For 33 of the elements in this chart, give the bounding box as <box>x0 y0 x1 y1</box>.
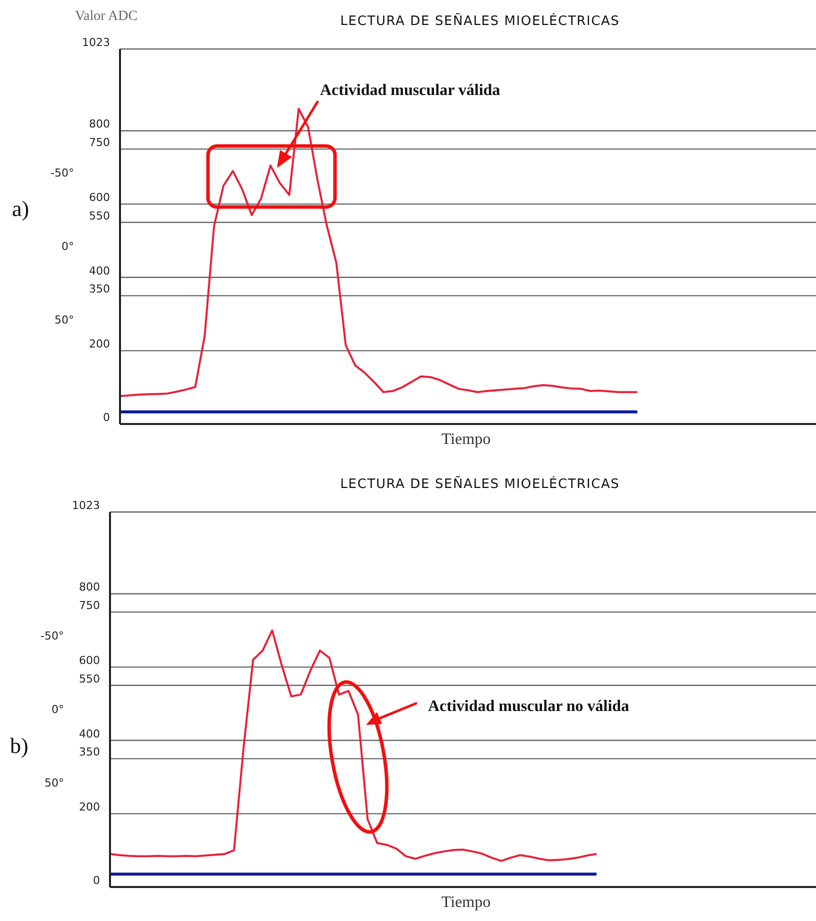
y-tick-label: 800 <box>89 118 110 131</box>
annotation: Actividad muscular válida <box>320 82 500 99</box>
y-tick-label: 550 <box>89 209 110 222</box>
y2-tick-label: 50° <box>54 313 74 326</box>
y-tick-label: 750 <box>89 136 110 149</box>
y-tick-label: 1023 <box>82 36 110 49</box>
y2-tick-label: 0° <box>52 702 64 716</box>
y2-tick-label: -50° <box>40 629 64 642</box>
y-axis-title: Valor ADC <box>75 9 138 24</box>
y-tick-label: 400 <box>79 727 100 740</box>
text: b) <box>10 733 28 758</box>
y-tick-label: 0 <box>93 874 100 887</box>
y-tick-label: 1023 <box>72 498 100 512</box>
x-axis-title: Tiempo <box>441 431 491 448</box>
y-tick-label: 750 <box>79 598 100 612</box>
y-tick-label: 800 <box>79 580 100 594</box>
text: a) <box>12 196 30 221</box>
x-axis-title: Tiempo <box>441 894 491 911</box>
y-tick-label: 350 <box>79 746 100 759</box>
y2-tick-label: -50° <box>50 166 74 180</box>
y-tick-label: 400 <box>89 264 110 278</box>
y-tick-label: 200 <box>89 338 110 351</box>
chart-title: LECTURA DE SEÑALES MIOELÉCTRICAS <box>340 475 620 492</box>
y2-tick-label: 0° <box>62 240 74 253</box>
chart-title: LECTURA DE SEÑALES MIOELÉCTRICAS <box>340 12 620 29</box>
y-tick-label: 200 <box>79 800 100 814</box>
annotation: Actividad muscular no válida <box>428 698 630 715</box>
y-tick-label: 550 <box>79 672 100 686</box>
y-tick-label: 600 <box>89 190 110 204</box>
y-tick-label: 0 <box>103 410 110 424</box>
y2-tick-label: 50° <box>44 776 64 790</box>
y-tick-label: 350 <box>89 282 110 296</box>
y-tick-label: 600 <box>79 654 100 667</box>
